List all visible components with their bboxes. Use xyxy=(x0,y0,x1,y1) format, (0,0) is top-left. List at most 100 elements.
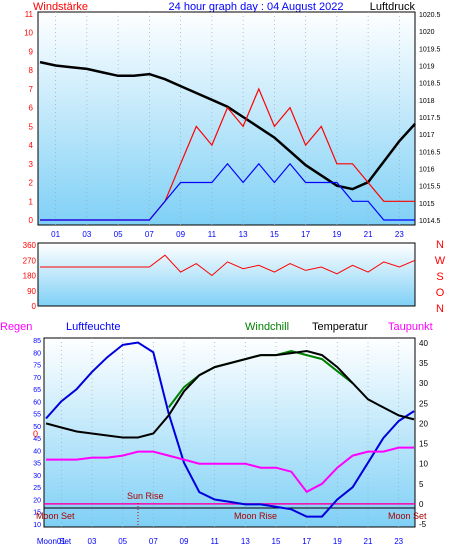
x-tick-label: 09 xyxy=(176,230,185,239)
y-left-tick-label: 3 xyxy=(29,160,34,169)
humidity-tick-label: 75 xyxy=(33,363,41,370)
direction-series-line xyxy=(40,254,416,277)
x-tick-label: 09 xyxy=(180,537,189,546)
humidity-label: Luftfeuchte xyxy=(66,321,120,333)
temperature-label: Temperatur xyxy=(312,321,368,333)
y-right-tick-label: 1020 xyxy=(419,29,435,36)
x-tick-label: 11 xyxy=(211,537,220,546)
moon-rise-label: Moon Rise xyxy=(234,511,277,521)
humidity-tick-label: 70 xyxy=(33,375,41,382)
y-left-tick-label: 2 xyxy=(29,179,34,188)
direction-tick-label: 270 xyxy=(23,256,37,265)
y-right-tick-label: 1017 xyxy=(419,132,435,139)
x-tick-label: 13 xyxy=(241,537,250,546)
x-tick-label: 17 xyxy=(302,537,311,546)
humidity-tick-label: 10 xyxy=(33,522,41,529)
humidity-tick-label: 55 xyxy=(33,412,41,419)
x-tick-label: 01 xyxy=(51,230,60,239)
y-right-tick-label: 1016 xyxy=(419,167,435,174)
x-tick-label: 13 xyxy=(239,230,248,239)
x-tick-label: 15 xyxy=(270,230,279,239)
rain-label: Regen xyxy=(0,321,32,333)
temperature-tick-label: 25 xyxy=(419,399,428,408)
x-tick-label: 17 xyxy=(301,230,310,239)
y-right-tick-label: 1018 xyxy=(419,98,435,105)
temperature-tick-label: 0 xyxy=(419,500,424,509)
temperature-tick-label: 10 xyxy=(419,460,428,469)
x-tick-label: Moon Set xyxy=(37,537,72,546)
graph-title: 24 hour graph day : 04 August 2022 xyxy=(169,1,344,13)
y-right-tick-label: 1019 xyxy=(419,64,435,71)
compass-label: O xyxy=(436,287,445,299)
humidity-tick-label: 35 xyxy=(33,461,41,468)
y-left-tick-label: 5 xyxy=(29,122,34,131)
y-right-tick-label: 1018.5 xyxy=(419,81,441,88)
humidity-tick-label: 50 xyxy=(33,424,41,431)
x-tick-label: 05 xyxy=(118,537,127,546)
y-left-tick-label: 7 xyxy=(29,85,34,94)
wind-strength-title: Windstärke xyxy=(33,1,88,13)
y-right-tick-label: 1016.5 xyxy=(419,149,441,156)
x-tick-label: 07 xyxy=(149,537,158,546)
zero-line-label: 0 xyxy=(33,429,38,439)
sun-rise-label: Sun Rise xyxy=(127,491,164,501)
direction-tick-label: 360 xyxy=(23,241,37,250)
temperature-tick-label: 20 xyxy=(419,419,428,428)
x-tick-label: 05 xyxy=(114,230,123,239)
compass-label: W xyxy=(435,255,446,267)
temperature-tick-label: 35 xyxy=(419,359,428,368)
x-tick-label: 19 xyxy=(332,230,341,239)
y-right-tick-label: 1017.5 xyxy=(419,115,441,122)
y-left-tick-label: 11 xyxy=(25,10,34,19)
temperature-tick-label: 40 xyxy=(419,339,428,348)
direction-tick-label: 90 xyxy=(27,287,36,296)
direction-tick-label: 180 xyxy=(23,272,37,281)
x-tick-label: 01 xyxy=(57,537,66,546)
temperature-series-line xyxy=(45,349,415,439)
dewpoint-series-line xyxy=(46,446,414,494)
temperature-tick-label: -5 xyxy=(419,520,427,529)
humidity-temperature-panel xyxy=(43,337,416,528)
humidity-tick-label: 85 xyxy=(33,338,41,345)
temperature-tick-label: 5 xyxy=(419,480,424,489)
humidity-tick-label: 40 xyxy=(33,448,41,455)
y-right-tick-label: 1020.5 xyxy=(419,12,441,19)
x-tick-label: 15 xyxy=(272,537,281,546)
humidity-series-line xyxy=(45,341,415,518)
humidity-tick-label: 80 xyxy=(33,350,41,357)
y-left-tick-label: 8 xyxy=(29,66,34,75)
wind-direction-panel xyxy=(37,242,416,307)
compass-label: N xyxy=(436,239,444,251)
y-right-tick-label: 1015.5 xyxy=(419,184,441,191)
gust-series-line xyxy=(40,162,415,221)
x-tick-label: 11 xyxy=(208,230,217,239)
pressure-title: Luftdruck xyxy=(370,1,416,13)
x-tick-label: 07 xyxy=(145,230,154,239)
x-tick-label: 21 xyxy=(364,230,373,239)
wind-pressure-panel xyxy=(37,11,416,226)
compass-label: S xyxy=(436,271,443,283)
x-tick-label: 03 xyxy=(82,230,91,239)
x-tick-label: 23 xyxy=(394,537,403,546)
y-left-tick-label: 0 xyxy=(29,216,34,225)
y-left-tick-label: 4 xyxy=(29,141,34,150)
humidity-tick-label: 65 xyxy=(33,387,41,394)
direction-tick-label: 0 xyxy=(32,302,37,311)
y-left-tick-label: 6 xyxy=(29,104,34,113)
humidity-tick-label: 60 xyxy=(33,399,41,406)
x-tick-label: 23 xyxy=(395,230,404,239)
dewpoint-label: Taupunkt xyxy=(388,321,433,333)
temperature-tick-label: 30 xyxy=(419,379,428,388)
y-left-tick-label: 9 xyxy=(29,47,34,56)
humidity-tick-label: 25 xyxy=(33,485,41,492)
windchill-label: Windchill xyxy=(245,321,289,333)
y-right-tick-label: 1019.5 xyxy=(419,46,441,53)
humidity-tick-label: 20 xyxy=(33,497,41,504)
moon-set-label-right: Moon Set xyxy=(388,511,427,521)
y-left-tick-label: 10 xyxy=(24,29,33,38)
x-tick-label: 03 xyxy=(88,537,97,546)
y-left-tick-label: 1 xyxy=(29,197,34,206)
moon-set-label-left: Moon Set xyxy=(36,511,75,521)
compass-label: N xyxy=(436,303,444,315)
